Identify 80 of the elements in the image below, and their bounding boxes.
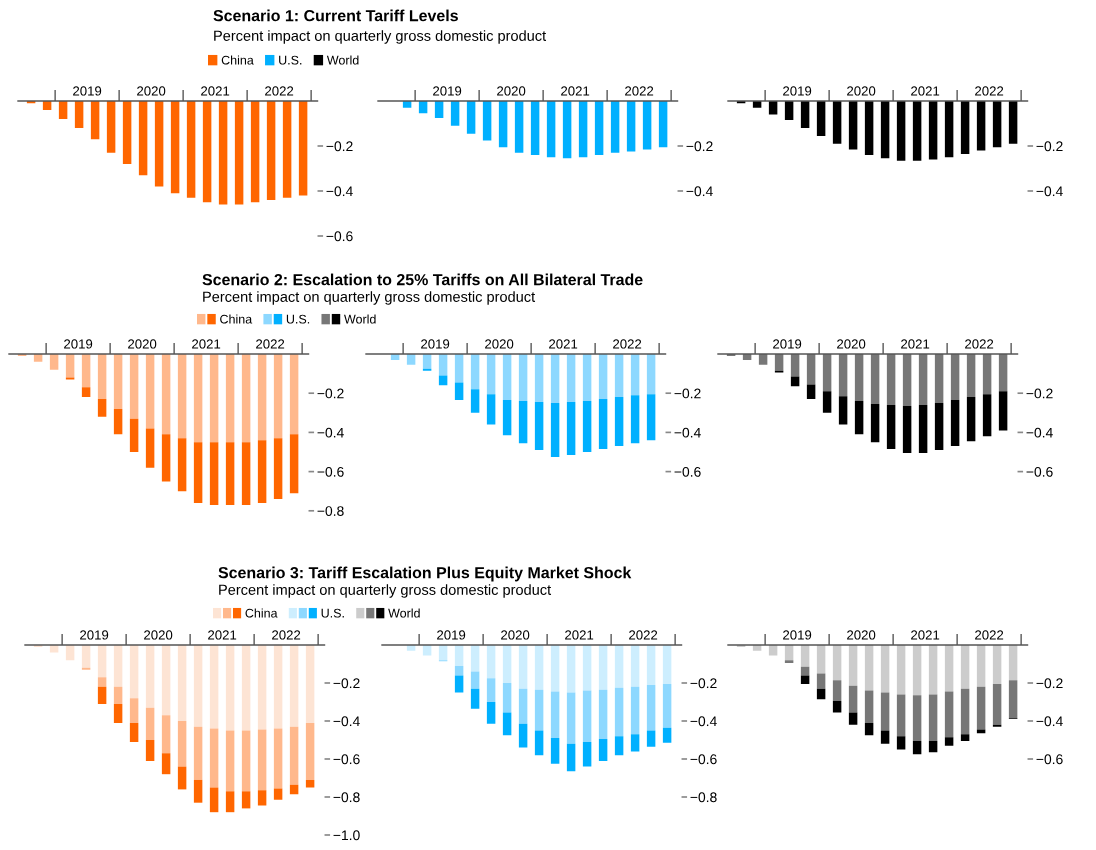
- x-tick-label: 2019: [773, 339, 802, 349]
- text: Percent impact on quarterly gross domestic product: [214, 30, 547, 44]
- x-tick-label: 2020: [128, 339, 157, 349]
- y-tick-label: −0.8: [690, 792, 717, 803]
- x-tick-label: 2019: [64, 339, 93, 349]
- x-tick-label: 2019: [421, 339, 450, 349]
- x-tick-label: 2021: [549, 339, 578, 349]
- y-tick-label: −1.0: [333, 830, 360, 841]
- y-tick-label: −0.2: [1036, 141, 1063, 152]
- x-tick-label: 2020: [847, 86, 876, 96]
- y-tick-label: −0.2: [690, 678, 717, 689]
- y-tick-label: −0.4: [333, 716, 360, 727]
- x-tick-label: 2020: [137, 86, 166, 96]
- text: Scenario 2: Escalation to 25% Tariffs on All Bilateral Trade: [202, 273, 643, 286]
- x-tick-label: 2021: [201, 86, 230, 96]
- x-tick-label: 2019: [80, 630, 109, 640]
- x-tick-label: 2021: [901, 339, 930, 349]
- y-tick-label: −0.4: [1036, 716, 1063, 727]
- x-tick-label: 2021: [561, 86, 590, 96]
- legend-label: World: [388, 608, 420, 618]
- x-tick-label: 2022: [613, 339, 642, 349]
- legend-label: World: [326, 55, 359, 65]
- x-tick-label: 2022: [629, 630, 658, 640]
- x-tick-label: 2021: [565, 630, 594, 640]
- legend-label: U.S.: [286, 314, 310, 324]
- text: Percent impact on quarterly gross domestic product: [219, 584, 552, 598]
- y-tick-label: −0.8: [333, 792, 360, 803]
- legend-label: China: [220, 314, 253, 324]
- y-tick-label: −0.6: [1026, 466, 1053, 477]
- y-tick-label: −0.2: [317, 388, 344, 399]
- y-tick-label: −0.2: [326, 141, 353, 152]
- y-tick-label: −0.6: [317, 466, 344, 477]
- x-tick-label: 2020: [144, 630, 173, 640]
- y-tick-label: −0.4: [326, 186, 353, 197]
- x-tick-label: 2019: [73, 86, 102, 96]
- text: Scenario 3: Tariff Escalation Plus Equity Market Shock: [218, 566, 632, 582]
- y-tick-label: −0.4: [1026, 427, 1053, 438]
- chart-title: Scenario 1: Current Tariff Levels: [213, 9, 458, 22]
- y-tick-label: −0.4: [317, 427, 344, 438]
- x-tick-label: 2021: [208, 630, 237, 640]
- y-tick-label: −0.2: [1026, 388, 1053, 399]
- x-tick-label: 2020: [501, 630, 530, 640]
- x-tick-label: 2022: [265, 86, 294, 96]
- text: Percent impact on quarterly gross domestic product: [203, 291, 536, 305]
- x-tick-label: 2020: [497, 86, 526, 96]
- x-tick-label: 2020: [847, 630, 876, 640]
- x-tick-label: 2019: [783, 630, 812, 640]
- y-tick-label: −0.8: [317, 506, 344, 516]
- y-tick-label: −0.6: [333, 754, 360, 765]
- y-tick-label: −0.4: [674, 427, 701, 438]
- y-tick-label: −0.2: [674, 388, 701, 399]
- x-tick-label: 2022: [256, 339, 285, 349]
- x-tick-label: 2022: [975, 630, 1004, 640]
- x-tick-label: 2022: [625, 86, 654, 96]
- x-tick-label: 2021: [911, 86, 940, 96]
- y-tick-label: −0.4: [1036, 186, 1063, 197]
- y-tick-label: −0.6: [674, 466, 701, 477]
- x-tick-label: 2020: [837, 339, 866, 349]
- y-tick-label: −0.2: [1036, 678, 1063, 689]
- y-tick-label: −0.6: [1036, 754, 1063, 765]
- legend-label: U.S.: [279, 55, 302, 65]
- legend-label: U.S.: [321, 608, 344, 618]
- y-tick-label: −0.4: [690, 716, 717, 727]
- x-tick-label: 2019: [433, 86, 462, 96]
- legend-label: China: [245, 608, 278, 618]
- y-tick-label: −0.6: [690, 754, 717, 765]
- legend-label: China: [221, 55, 254, 65]
- x-tick-label: 2022: [965, 339, 994, 349]
- y-tick-label: −0.4: [686, 186, 713, 197]
- y-tick-label: −0.2: [686, 141, 713, 152]
- x-tick-label: 2021: [911, 630, 940, 640]
- x-tick-label: 2022: [975, 86, 1004, 96]
- y-tick-label: −0.2: [333, 678, 360, 689]
- x-tick-label: 2020: [485, 339, 514, 349]
- y-tick-label: −0.6: [326, 231, 353, 242]
- legend-label: World: [344, 314, 376, 324]
- x-tick-label: 2022: [272, 630, 301, 640]
- x-tick-label: 2019: [437, 630, 466, 640]
- x-tick-label: 2019: [783, 86, 812, 96]
- x-tick-label: 2021: [192, 339, 221, 349]
